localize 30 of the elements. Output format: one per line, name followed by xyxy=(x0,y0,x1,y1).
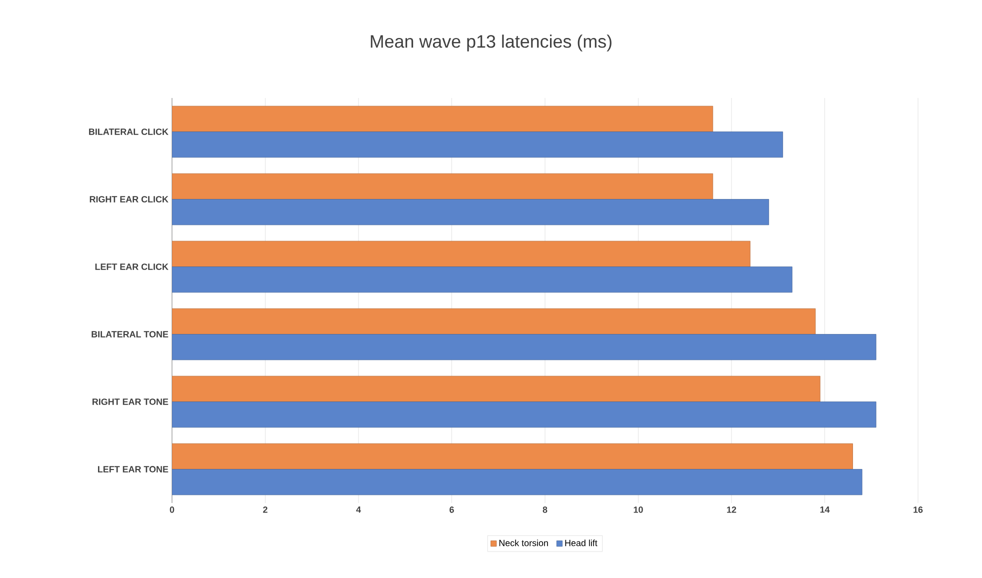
x-tick-label: 14 xyxy=(820,506,830,513)
y-tick-label: BILATERAL CLICK xyxy=(89,128,168,135)
x-tick-label: 8 xyxy=(542,506,548,513)
bar xyxy=(172,266,792,293)
y-tick-label: LEFT EAR CLICK xyxy=(95,264,168,270)
bar xyxy=(172,334,876,360)
y-tick-label: BILATERAL TONE xyxy=(92,331,168,338)
x-tick-label: 2 xyxy=(263,506,268,513)
legend-label: Neck torsion xyxy=(499,540,548,546)
x-tick-label: 16 xyxy=(914,506,923,513)
bar xyxy=(172,106,714,132)
x-tick-label: 12 xyxy=(727,506,736,513)
bar xyxy=(172,443,853,470)
legend-label: Head lift xyxy=(565,540,598,546)
x-tick-label: 10 xyxy=(634,506,643,513)
x-tick-label: 0 xyxy=(170,506,174,513)
y-tick-label: LEFT EAR TONE xyxy=(98,466,168,472)
bar xyxy=(172,173,714,200)
bar xyxy=(172,199,770,226)
x-tick-label: 6 xyxy=(450,506,454,513)
y-tick-label: RIGHT EAR CLICK xyxy=(90,196,168,202)
bar xyxy=(172,469,862,496)
bar xyxy=(172,308,816,334)
bar xyxy=(172,240,750,267)
bar xyxy=(172,402,876,428)
chart-title: Mean wave p13 latencies (ms) xyxy=(370,34,612,52)
x-tick-label: 4 xyxy=(356,506,361,513)
bar xyxy=(172,376,820,402)
y-tick-label: RIGHT EAR TONE xyxy=(92,398,168,405)
bar xyxy=(172,132,783,158)
